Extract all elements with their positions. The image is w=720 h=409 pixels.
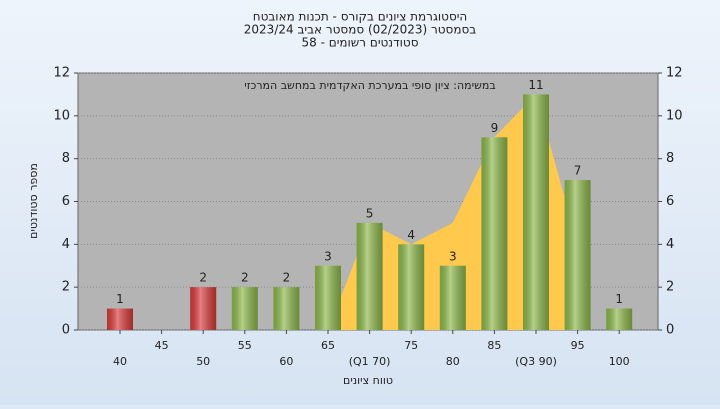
y-tick-label: 8 <box>62 151 70 166</box>
y-tick-label: 0 <box>62 323 70 338</box>
x-tick-label: 60 <box>279 355 293 368</box>
x-tick-label: (Q3 90) <box>515 355 557 368</box>
data-label: 2 <box>241 271 249 285</box>
data-label: 2 <box>283 271 291 285</box>
y2-tick-label: 12 <box>666 66 683 81</box>
x-tick-label: 75 <box>404 339 418 352</box>
bar-shine <box>273 287 300 330</box>
data-label: 9 <box>491 121 499 135</box>
y2-tick-label: 0 <box>666 323 674 338</box>
data-label: 5 <box>366 206 374 220</box>
x-tick-label: 80 <box>446 355 460 368</box>
bar-shine <box>523 94 549 331</box>
data-label: 4 <box>407 228 415 242</box>
bar-shine <box>606 308 633 330</box>
data-label: 1 <box>116 292 124 306</box>
bar-shine <box>439 265 466 330</box>
y-tick-label: 2 <box>62 280 70 295</box>
chart-title: היסטוגרמת ציונים בקורס - תכנות מאובטח <box>253 10 468 24</box>
data-label: 3 <box>449 249 457 263</box>
x-tick-label: 65 <box>321 339 335 352</box>
y2-tick-label: 8 <box>666 151 674 166</box>
area <box>328 94 578 331</box>
chart-subtitle: סטודנטים רשומים - 58 <box>301 36 418 50</box>
x-tick-label: 95 <box>571 339 585 352</box>
y2-tick-label: 2 <box>666 280 674 295</box>
data-label: 7 <box>574 164 582 178</box>
bar-shine <box>481 137 508 330</box>
y-tick-label: 4 <box>62 237 70 252</box>
x-tick-label: (Q1 70) <box>349 355 391 368</box>
y-tick-label: 12 <box>53 66 70 81</box>
x-tick-label: 55 <box>238 339 252 352</box>
bar-shine <box>564 180 591 330</box>
y2-tick-label: 4 <box>666 237 674 252</box>
x-tick-label: 85 <box>487 339 501 352</box>
y2-tick-label: 6 <box>666 194 674 209</box>
bar-shine <box>398 244 425 330</box>
x-tick-label: 45 <box>155 339 169 352</box>
y-tick-label: 6 <box>62 194 70 209</box>
y-tick-label: 10 <box>53 108 70 123</box>
x-tick-label: 40 <box>113 355 127 368</box>
bar-shine <box>231 287 258 330</box>
bar-shine <box>190 287 217 330</box>
data-label: 3 <box>324 249 332 263</box>
data-label: 11 <box>528 78 543 92</box>
x-tick-label: 50 <box>196 355 210 368</box>
y2-tick-label: 10 <box>666 108 683 123</box>
chart-subtitle: בסמסטר (02/2023) סמסטר אביב 2023/24 <box>244 23 476 37</box>
data-label: 2 <box>199 271 207 285</box>
data-label: 1 <box>615 292 623 306</box>
bar-shine <box>107 308 133 330</box>
bar-shine <box>315 265 341 330</box>
y-axis-title: מספר סטודנטים <box>27 163 40 239</box>
x-axis-title: טווח ציונים <box>343 374 393 387</box>
annotation: במשימה: ציון סופי במערכת האקדמית במחשב ה… <box>244 79 495 92</box>
x-tick-label: 100 <box>609 355 630 368</box>
bar-shine <box>356 222 383 330</box>
